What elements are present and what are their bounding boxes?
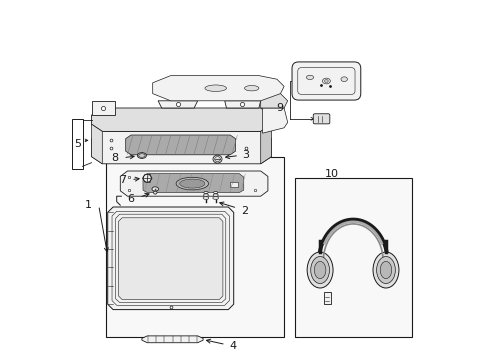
Ellipse shape — [372, 252, 398, 288]
Ellipse shape — [340, 77, 347, 82]
Text: 10: 10 — [325, 169, 338, 179]
Polygon shape — [260, 124, 271, 164]
Bar — [230, 182, 238, 187]
Text: 7: 7 — [119, 175, 126, 185]
Polygon shape — [262, 108, 287, 133]
FancyBboxPatch shape — [313, 114, 329, 124]
Polygon shape — [142, 174, 244, 193]
Ellipse shape — [376, 256, 394, 284]
Polygon shape — [142, 336, 203, 343]
Ellipse shape — [213, 155, 222, 163]
Bar — [294, 178, 411, 337]
Ellipse shape — [204, 85, 226, 91]
Ellipse shape — [310, 256, 329, 284]
Ellipse shape — [306, 252, 332, 288]
Ellipse shape — [214, 157, 220, 162]
Ellipse shape — [139, 154, 145, 157]
Bar — [106, 157, 284, 337]
Polygon shape — [91, 108, 271, 131]
Ellipse shape — [244, 86, 258, 91]
Ellipse shape — [143, 174, 151, 182]
Text: 1: 1 — [84, 200, 91, 210]
Ellipse shape — [203, 194, 208, 197]
Ellipse shape — [153, 191, 157, 194]
Polygon shape — [260, 94, 287, 108]
Ellipse shape — [306, 75, 313, 80]
Bar — [323, 292, 330, 304]
Polygon shape — [107, 207, 233, 310]
Ellipse shape — [314, 261, 325, 279]
Bar — [72, 119, 82, 169]
Text: 8: 8 — [111, 153, 118, 163]
Polygon shape — [224, 101, 260, 108]
Ellipse shape — [212, 197, 218, 199]
Text: 4: 4 — [229, 341, 236, 351]
Text: 3: 3 — [241, 150, 248, 160]
Ellipse shape — [322, 78, 330, 84]
Ellipse shape — [324, 80, 327, 82]
Text: 6: 6 — [127, 194, 134, 204]
Ellipse shape — [380, 261, 391, 279]
Ellipse shape — [213, 194, 218, 197]
Polygon shape — [120, 171, 267, 196]
Polygon shape — [91, 101, 115, 115]
Ellipse shape — [203, 192, 208, 194]
Text: 9: 9 — [275, 103, 283, 113]
Ellipse shape — [152, 187, 158, 191]
Ellipse shape — [203, 197, 208, 199]
FancyBboxPatch shape — [291, 62, 360, 100]
Ellipse shape — [176, 177, 208, 190]
Polygon shape — [125, 135, 235, 155]
Ellipse shape — [213, 192, 218, 194]
Polygon shape — [152, 76, 284, 101]
Ellipse shape — [137, 153, 146, 158]
Text: 5: 5 — [75, 139, 81, 149]
Text: 2: 2 — [241, 206, 247, 216]
Polygon shape — [91, 124, 102, 164]
Ellipse shape — [179, 179, 204, 188]
Polygon shape — [118, 218, 223, 300]
Polygon shape — [158, 101, 197, 108]
Polygon shape — [91, 131, 271, 164]
